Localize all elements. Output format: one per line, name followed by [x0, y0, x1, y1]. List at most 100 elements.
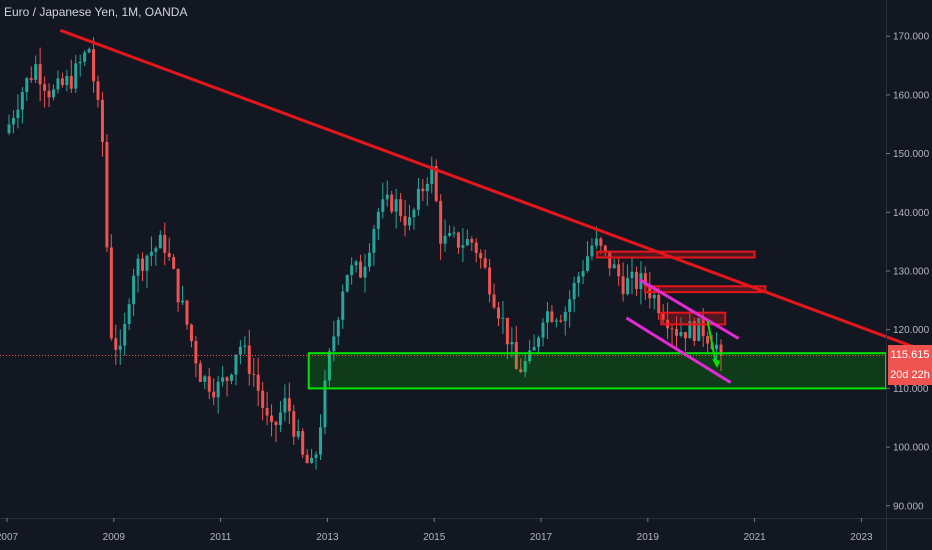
candle-body — [265, 407, 269, 416]
candle-body — [256, 374, 260, 391]
resistance-box[interactable] — [660, 311, 727, 326]
candle-body — [283, 398, 287, 413]
candle-body — [65, 76, 69, 85]
candle-body — [83, 52, 87, 62]
candle-body — [56, 78, 60, 90]
candle-body — [149, 251, 153, 256]
resistance-box[interactable] — [596, 250, 756, 259]
resistance-box[interactable] — [644, 285, 767, 294]
candle-body — [354, 261, 358, 266]
candle-body — [207, 376, 211, 392]
candle-body — [408, 217, 411, 226]
candle-body — [670, 328, 674, 330]
candle-body — [154, 248, 158, 252]
candle-body — [461, 245, 465, 248]
time-axis-label: 2023 — [850, 532, 873, 543]
candle-body — [216, 381, 220, 398]
candle-body — [292, 411, 296, 437]
candle-body — [688, 321, 692, 339]
candle-body — [434, 165, 438, 201]
candle-body — [403, 216, 407, 226]
candle-body — [92, 49, 96, 82]
candle-body — [25, 78, 29, 93]
chart-title: Euro / Japanese Yen, 1M, OANDA — [4, 5, 187, 19]
candle-body — [492, 294, 496, 308]
price-axis-label: 110.000 — [893, 384, 929, 395]
candle-body — [247, 345, 251, 374]
candle-body — [34, 64, 38, 80]
candle-body — [568, 299, 572, 312]
candle-body — [577, 276, 581, 283]
candle-body — [474, 242, 478, 253]
candle-body — [390, 194, 394, 212]
candle-body — [145, 255, 149, 271]
candle-body — [701, 317, 705, 337]
candle-body — [105, 141, 109, 248]
candle-body — [572, 282, 576, 300]
candle-body — [100, 99, 104, 142]
candle-body — [537, 337, 541, 347]
time-axis-label: 2013 — [316, 532, 339, 543]
last-price-badge: 115.615 — [888, 345, 932, 366]
channel-lower-line[interactable] — [625, 316, 732, 384]
price-axis-label: 100.000 — [893, 443, 930, 454]
projection-arrow-head — [712, 358, 721, 368]
candle-body — [305, 454, 309, 464]
support-zone[interactable] — [307, 352, 887, 390]
candle-body — [123, 323, 127, 346]
candle-body — [590, 245, 594, 257]
price-axis-label: 120.000 — [893, 325, 930, 336]
candle-body — [430, 165, 434, 184]
candle-body — [465, 238, 469, 246]
title-separator-2: , — [138, 5, 145, 19]
candle-body — [550, 311, 554, 322]
candle-body — [719, 344, 723, 356]
candle-body — [448, 233, 452, 236]
candle-body — [483, 258, 487, 268]
candle-body — [350, 265, 354, 275]
candle-body — [594, 238, 598, 246]
candles-layer — [7, 37, 723, 470]
candle-body — [443, 235, 447, 244]
candle-body — [359, 261, 363, 278]
candle-body — [141, 258, 144, 271]
candle-body — [630, 271, 634, 279]
price-axis-label: 140.000 — [893, 208, 930, 219]
candle-body — [132, 275, 136, 305]
candle-body — [439, 200, 443, 244]
candle-body — [221, 377, 225, 382]
candle-body — [541, 322, 545, 338]
candle-body — [394, 199, 398, 212]
candle-body — [323, 380, 327, 428]
candle-body — [385, 194, 389, 200]
candle-body — [158, 234, 162, 249]
candle-body — [118, 345, 122, 350]
channel-upper-line[interactable] — [639, 278, 740, 340]
candle-body — [679, 332, 683, 336]
candle-body — [563, 311, 567, 322]
candle-body — [172, 256, 176, 269]
timeframe-label: 1M — [121, 5, 139, 19]
candle-body — [109, 247, 113, 339]
price-axis-label: 130.000 — [893, 267, 930, 278]
time-axis-label: 2009 — [103, 532, 126, 543]
descending-trendline[interactable] — [59, 28, 916, 349]
candle-body — [519, 369, 523, 372]
candle-body — [7, 124, 11, 134]
candle-body — [367, 252, 371, 267]
candle-body — [278, 412, 282, 426]
candle-body — [523, 361, 527, 372]
candle-body — [554, 320, 558, 322]
candle-body — [194, 341, 198, 364]
candle-body — [586, 256, 589, 271]
candle-body — [501, 317, 505, 319]
candle-body — [96, 81, 100, 100]
candle-body — [198, 363, 202, 382]
candle-body — [212, 391, 216, 398]
candle-body — [643, 273, 647, 287]
candle-body — [697, 317, 701, 342]
candle-body — [497, 307, 500, 319]
